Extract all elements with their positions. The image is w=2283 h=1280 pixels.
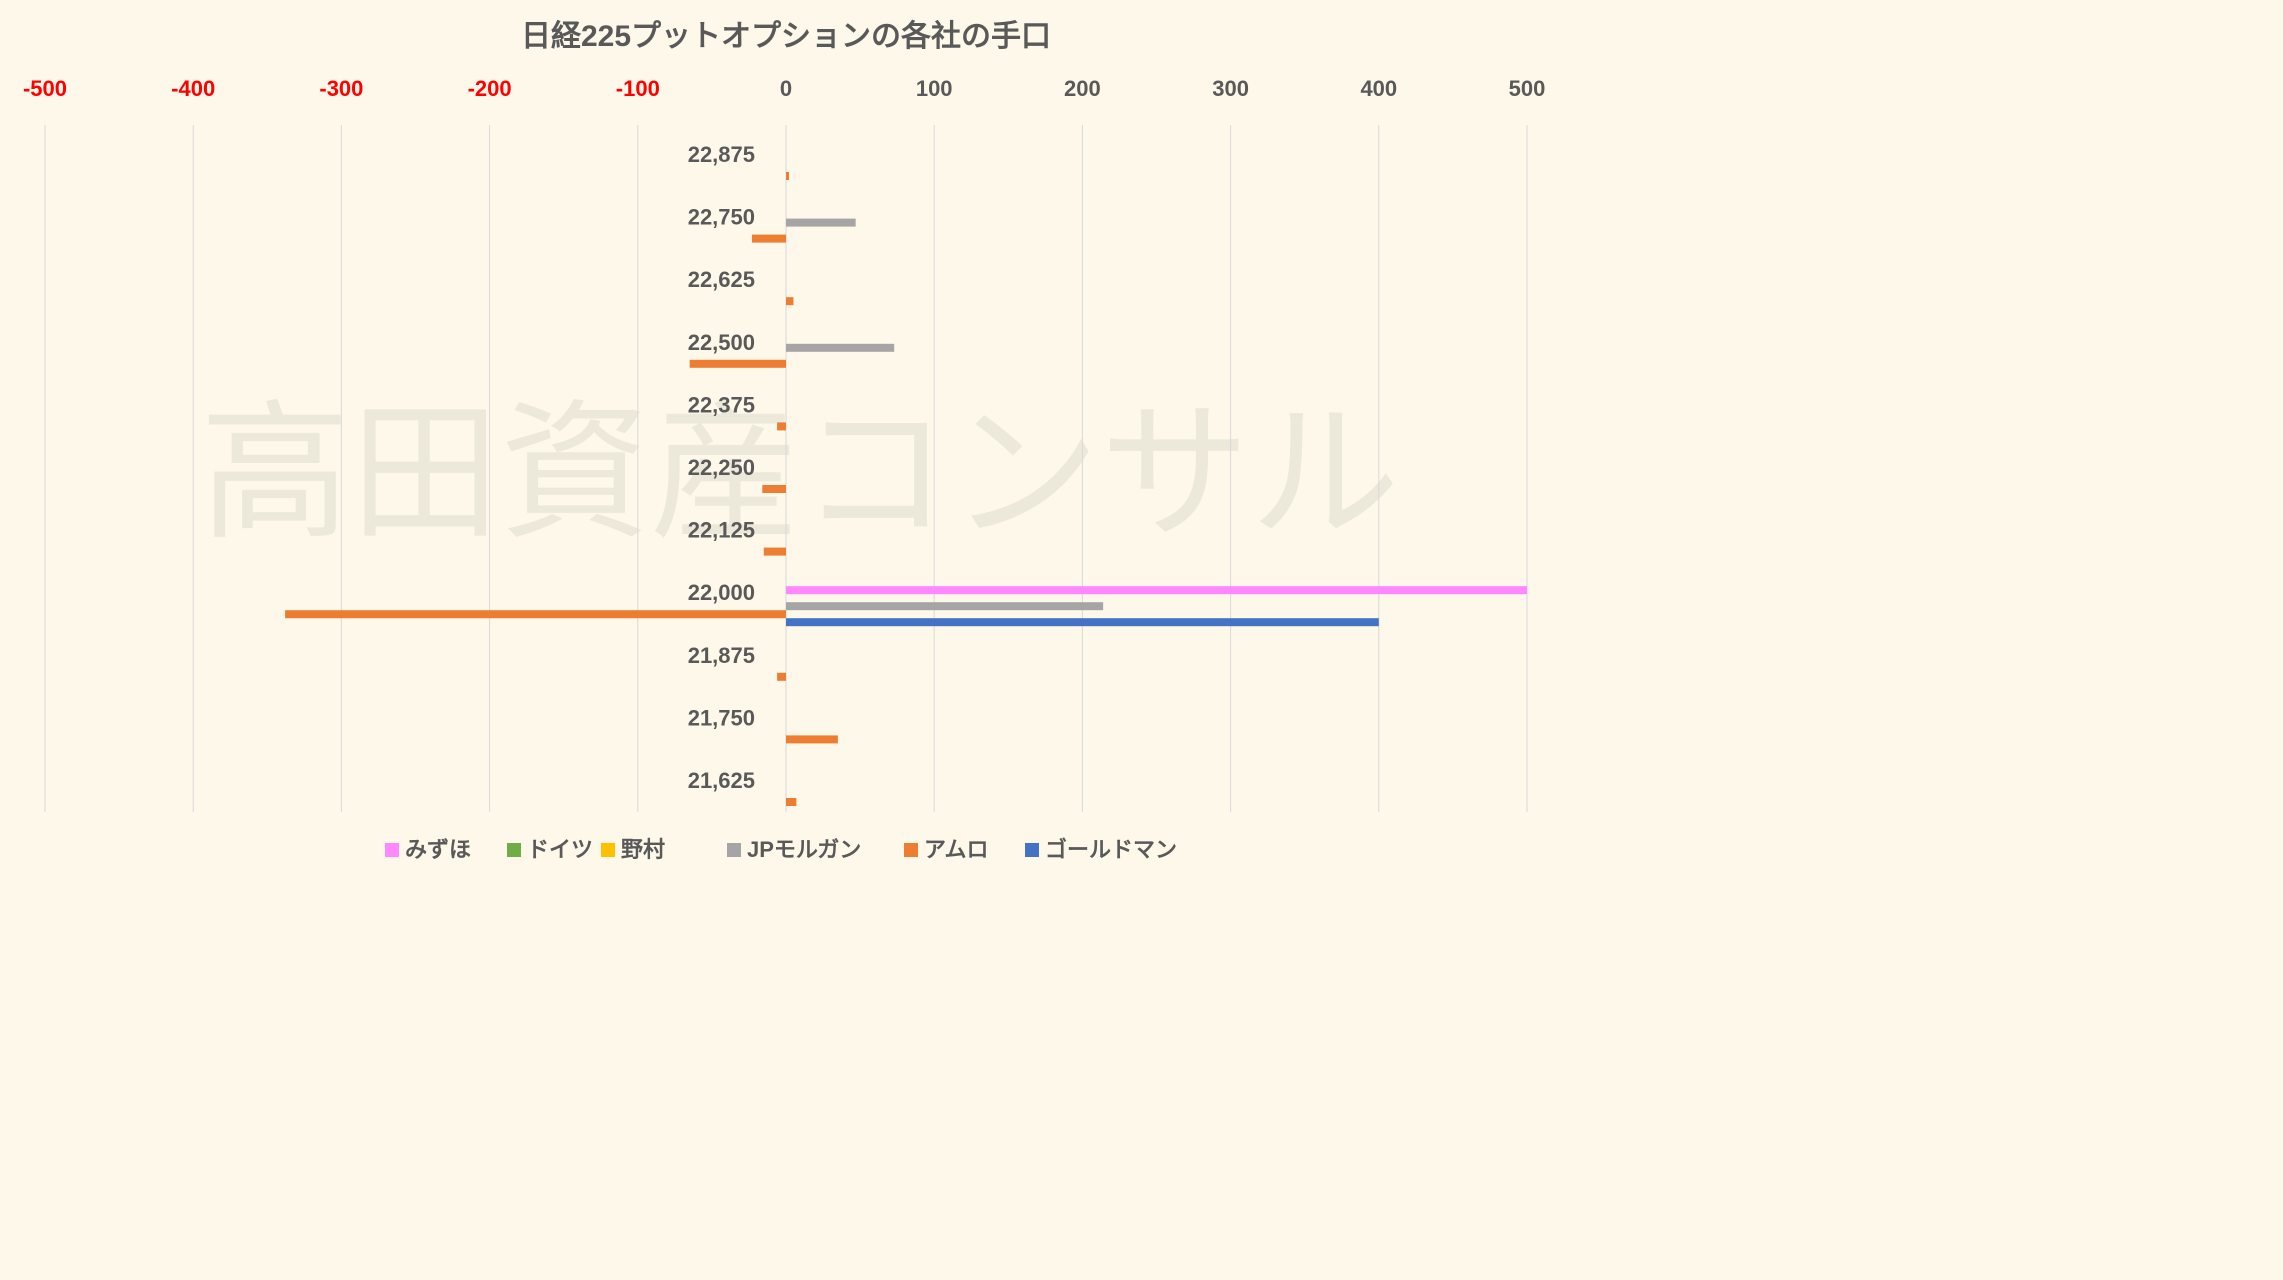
bar xyxy=(285,610,786,619)
x-tick-label: -100 xyxy=(616,76,660,101)
bar xyxy=(786,297,794,306)
x-tick-label: 0 xyxy=(780,76,792,101)
bar xyxy=(786,343,895,352)
legend-label: ゴールドマン xyxy=(1045,837,1177,862)
bar xyxy=(763,547,786,556)
category-label: 22,375 xyxy=(688,392,755,417)
category-label: 21,625 xyxy=(688,768,755,793)
x-tick-label: -500 xyxy=(23,76,67,101)
bar xyxy=(786,218,856,227)
legend: みずほ ドイツ 野村 JPモルガン アムロ ゴールドマン xyxy=(385,837,1177,862)
category-label: 22,750 xyxy=(688,205,755,230)
legend-swatch xyxy=(904,843,918,857)
legend-label: みずほ xyxy=(405,837,471,862)
bar xyxy=(786,586,1527,595)
legend-swatch xyxy=(507,843,521,857)
category-label: 22,250 xyxy=(688,455,755,480)
bar xyxy=(762,485,786,493)
bar xyxy=(777,672,786,681)
category-label: 22,875 xyxy=(688,142,755,167)
legend-label: ドイツ xyxy=(527,837,593,862)
category-label: 22,625 xyxy=(688,267,755,292)
x-tick-label: 200 xyxy=(1064,76,1101,101)
x-tick-label: 400 xyxy=(1360,76,1397,101)
legend-label: JPモルガン xyxy=(747,837,861,862)
x-tick-label: 100 xyxy=(916,76,953,101)
bar xyxy=(786,735,838,744)
bar xyxy=(786,798,797,806)
category-label: 22,125 xyxy=(688,518,755,543)
category-label-layer: 22,875 22,750 22,625 22,500 22,375 22,250 22,1… xyxy=(688,142,755,793)
bar xyxy=(751,234,786,243)
x-tick-label: 500 xyxy=(1509,76,1546,101)
chart-svg: 高田資産コンサル 22,87522,75022,62522,50022,3752… xyxy=(23,19,1545,862)
category-label: 22,500 xyxy=(688,330,755,355)
bar xyxy=(777,422,786,431)
x-tick-label: -400 xyxy=(171,76,215,101)
x-tick-layer: -500 -400 -300 -200 -100 0 100 200 300 400 500 xyxy=(23,76,1545,101)
watermark-text: 高田資産コンサル xyxy=(200,389,1400,557)
legend-swatch xyxy=(601,843,615,857)
bar-layer xyxy=(285,172,1527,806)
category-label: 22,000 xyxy=(688,580,755,605)
chart-title: 日経225プットオプションの各社の手口 xyxy=(521,19,1051,53)
bar xyxy=(786,618,1379,627)
bar xyxy=(786,172,789,180)
legend-label: アムロ xyxy=(924,837,988,862)
x-tick-label: -300 xyxy=(319,76,363,101)
legend-swatch xyxy=(385,843,399,857)
category-label: 21,875 xyxy=(688,643,755,668)
chart: 高田資産コンサル 22,875 22,750 22,625 22,500 22,375 2… xyxy=(0,0,1568,879)
legend-swatch xyxy=(727,843,741,857)
category-label: 21,750 xyxy=(688,705,755,730)
x-tick-label: -200 xyxy=(468,76,512,101)
legend-label: 野村 xyxy=(621,837,665,862)
bar xyxy=(786,602,1104,611)
x-tick-label: 300 xyxy=(1212,76,1249,101)
bar xyxy=(689,359,786,368)
legend-swatch xyxy=(1025,843,1039,857)
